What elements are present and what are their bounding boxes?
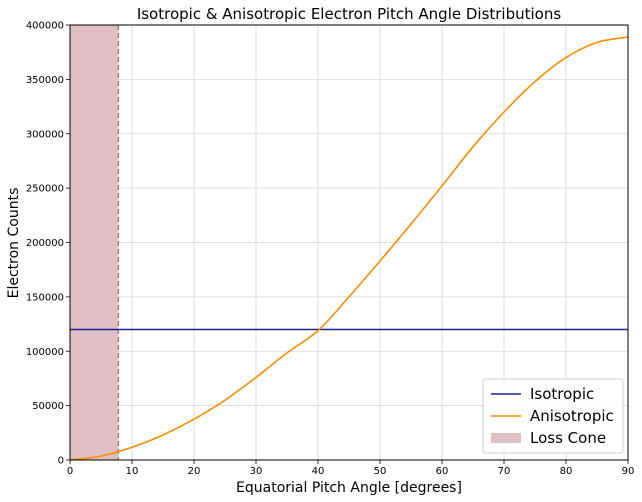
y-tick-label: 200000 [26,238,64,249]
legend-label-isotropic: Isotropic [530,385,594,403]
x-tick-label: 60 [436,466,449,477]
y-tick-label: 350000 [26,75,64,86]
x-tick-label: 70 [498,466,511,477]
shaded-regions [70,25,120,460]
x-axis-ticks: 0 10 20 30 40 50 60 70 80 90 [67,460,635,477]
legend-label-anisotropic: Anisotropic [530,407,614,425]
legend-label-loss-cone: Loss Cone [530,429,606,447]
x-tick-label: 40 [312,466,325,477]
x-tick-label: 80 [560,466,573,477]
x-tick-label: 20 [188,466,201,477]
legend: Isotropic Anisotropic Loss Cone [482,378,624,454]
series-lines [69,36,629,461]
y-tick-label: 100000 [26,347,64,358]
y-tick-label: 250000 [26,184,64,195]
x-tick-label: 10 [126,466,139,477]
anisotropic-line [69,36,629,461]
y-tick-label: 150000 [26,292,64,303]
y-tick-label: 300000 [26,129,64,140]
x-tick-label: 0 [67,466,73,477]
x-tick-label: 90 [622,466,635,477]
loss-cone-region [70,25,119,460]
x-tick-label: 30 [250,466,263,477]
x-axis-label: Equatorial Pitch Angle [degrees] [236,480,462,496]
y-axis-ticks: 0 50000 100000 150000 200000 250000 300000 3500… [26,21,70,467]
legend-swatch-loss-cone [491,433,521,443]
y-axis-label: Electron Counts [6,188,22,299]
x-tick-label: 50 [374,466,387,477]
y-tick-label: 50000 [32,401,64,412]
y-tick-label: 0 [58,456,64,467]
y-tick-label: 400000 [26,21,64,32]
chart-title: Isotropic & Anisotropic Electron Pitch A… [137,5,562,23]
